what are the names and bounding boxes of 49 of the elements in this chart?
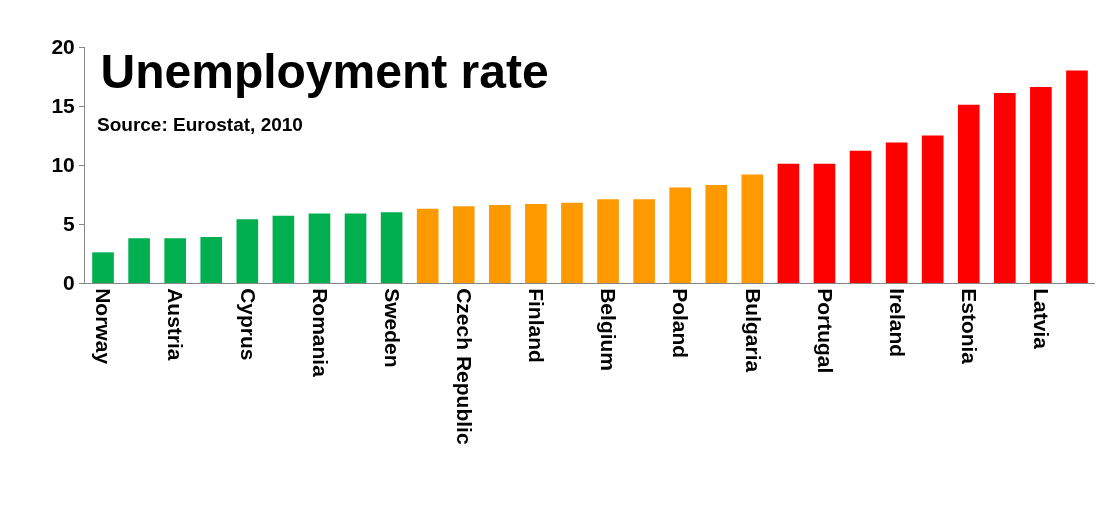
bar: [633, 199, 655, 283]
bar: [885, 142, 908, 283]
y-tick-label: 5: [63, 212, 76, 236]
bar: [561, 202, 583, 283]
bar: [344, 213, 367, 283]
bar: [1066, 70, 1088, 283]
bar: [416, 208, 439, 283]
bar: [236, 219, 259, 283]
x-tick-label: Czech Republic: [452, 288, 476, 445]
bar: [705, 185, 728, 283]
y-tick-label: 0: [63, 271, 75, 295]
y-tick-label: 15: [51, 94, 76, 118]
bar: [849, 150, 872, 283]
bar: [164, 238, 186, 283]
bar: [308, 213, 331, 283]
x-tick-label: Belgium: [597, 288, 621, 372]
annotation: Source: Eurostat, 2010: [97, 114, 303, 135]
x-tick-label: Latvia: [1030, 288, 1054, 350]
bar: [1030, 87, 1052, 283]
x-tick-label: Norway: [92, 288, 116, 365]
bar: [200, 236, 223, 283]
bar: [921, 135, 944, 283]
bar: [777, 163, 800, 283]
bar: [128, 238, 150, 283]
bar: [452, 206, 475, 283]
y-tick-label: 10: [51, 153, 75, 177]
bar: [380, 212, 403, 283]
x-tick-label: Ireland: [885, 288, 909, 358]
x-tick-label: Austria: [164, 288, 188, 361]
bar: [994, 93, 1016, 283]
x-tick-label: Finland: [525, 288, 549, 363]
bar: [525, 203, 547, 283]
bar: [813, 163, 836, 283]
bar: [272, 215, 295, 283]
bar: [741, 174, 764, 283]
x-tick-label: Poland: [669, 288, 693, 359]
bar: [669, 187, 691, 283]
x-tick-label: Romania: [308, 288, 332, 378]
bar: [92, 252, 114, 283]
x-tick-label: Bulgaria: [741, 288, 765, 373]
bar: [957, 104, 980, 283]
bar: [597, 199, 619, 283]
chart-title: Unemployment rate: [100, 44, 549, 98]
x-tick-label: Cyprus: [236, 288, 260, 361]
x-tick-label: Sweden: [380, 288, 404, 368]
bar: [489, 205, 511, 283]
x-tick-label: Portugal: [813, 288, 837, 374]
y-tick-label: 20: [51, 35, 75, 59]
x-tick-label: Estonia: [957, 288, 981, 365]
